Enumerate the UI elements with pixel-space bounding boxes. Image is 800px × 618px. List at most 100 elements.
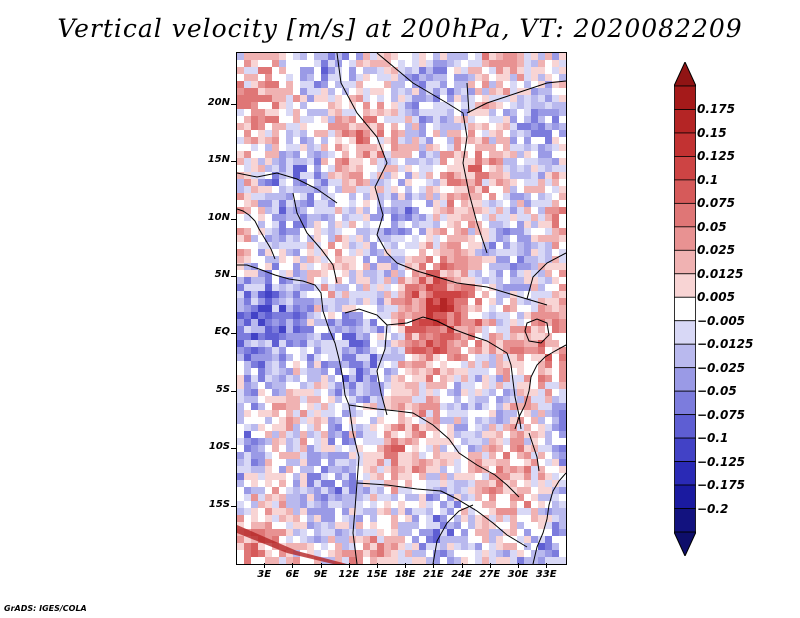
lon-tick-3e: 3E (257, 569, 272, 580)
border-b (376, 53, 488, 254)
border-e (396, 262, 548, 306)
lat-tick-15s: 15S (208, 498, 230, 510)
lon-tickmark (489, 563, 491, 568)
lon-tickmark (348, 563, 350, 568)
lon-tickmark (405, 563, 407, 568)
colorbar-label: −0.1 (697, 431, 729, 446)
colorbar-label: 0.0125 (697, 266, 744, 281)
colorbar-label: 0.005 (697, 290, 735, 305)
lon-tickmark (461, 563, 463, 568)
lon-tickmark (433, 563, 435, 568)
lon-tick-24e: 24E (451, 569, 472, 580)
border-g (386, 316, 508, 354)
lon-tickmark (377, 563, 378, 568)
lat-tickmark (231, 275, 236, 277)
colorbar-box (674, 85, 696, 110)
colorbar-box (674, 179, 696, 204)
lon-tick-12e: 12E (338, 569, 360, 580)
lon-tickmark (292, 563, 294, 568)
colorbar-label: 0.175 (697, 102, 735, 117)
lon-tickmark (264, 563, 266, 568)
colorbar-box (674, 109, 696, 134)
colorbar-label: −0.05 (697, 384, 737, 399)
lat-tickmark (231, 390, 236, 392)
lat-tick-20n: 20N (207, 96, 230, 108)
colorbar-label: −0.005 (697, 313, 746, 328)
lat-tickmark (231, 103, 236, 105)
colorbar-label: −0.0125 (697, 337, 754, 352)
coastlines-and-borders (237, 53, 566, 564)
coastline-west-africa (237, 264, 350, 406)
colorbar-label: 0.1 (697, 172, 719, 187)
colorbar-label: 0.125 (697, 149, 735, 164)
lat-tickmark (231, 218, 236, 220)
colorbar (674, 62, 696, 556)
lat-tickmark (231, 505, 236, 507)
colorbar-label: −0.2 (697, 501, 729, 516)
border-j (356, 482, 528, 548)
colorbar-label: 0.025 (697, 243, 735, 258)
map-panel (236, 52, 567, 565)
lon-tickmark (518, 563, 519, 568)
colorbar-label: −0.025 (697, 360, 746, 375)
border-f (344, 308, 388, 416)
colorbar-box (674, 132, 696, 157)
lake-tanganyika (506, 352, 522, 430)
lon-tick-33e: 33E (535, 569, 557, 580)
lat-tickmark (231, 448, 236, 450)
chart-title: Vertical velocity [m/s] at 200hPa, VT: 2… (57, 14, 743, 43)
lat-tick-5s: 5S (215, 383, 230, 395)
colorbar-box (674, 461, 696, 486)
lon-tick-6e: 6E (285, 569, 300, 580)
lon-tickmark (546, 563, 548, 568)
colorbar-box (674, 320, 696, 345)
colorbar-bottom-arrow (674, 531, 696, 556)
coastline-southeast (532, 472, 566, 564)
colorbar-label: −0.175 (697, 478, 746, 493)
lat-tick-5n: 5N (214, 268, 230, 280)
lake-malawi (528, 432, 540, 472)
colorbar-box (674, 484, 696, 509)
border-c (466, 80, 566, 114)
lat-tick-eq: EQ (214, 326, 230, 338)
colorbar-label: −0.125 (697, 454, 746, 469)
lat-tickmark (231, 333, 236, 335)
colorbar-box (674, 414, 696, 439)
lat-tick-10s: 10S (208, 441, 230, 453)
border-k (432, 504, 474, 564)
coastline-east-africa (514, 344, 566, 430)
credit-text: GrADS: IGES/COLA (4, 604, 87, 613)
colorbar-label: 0.075 (697, 196, 735, 211)
lon-tick-27e: 27E (479, 569, 501, 580)
colorbar-box (674, 508, 696, 533)
border-n (237, 172, 338, 204)
lat-tick-15n: 15N (207, 154, 230, 166)
colorbar-top-arrow (674, 62, 696, 87)
colorbar-box (674, 226, 696, 251)
colorbar-box (674, 249, 696, 275)
lon-tick-30e: 30E (507, 569, 529, 580)
lat-tickmark (231, 161, 236, 163)
border-h (348, 404, 520, 498)
coastline-guinea-north (237, 208, 276, 260)
colorbar-box (674, 437, 696, 462)
border-m (292, 192, 338, 284)
velocity-field-map (237, 53, 566, 564)
lon-tick-21e: 21E (423, 569, 444, 580)
colorbar-box (674, 202, 696, 228)
border-a (336, 53, 398, 264)
colorbar-label: −0.075 (697, 407, 746, 422)
colorbar-box (674, 296, 696, 322)
border-l (526, 252, 566, 300)
lon-tick-9e: 9E (313, 569, 328, 580)
lon-tickmark (320, 563, 322, 568)
lon-tick-18e: 18E (394, 569, 416, 580)
colorbar-box (674, 273, 696, 298)
colorbar-label: 0.15 (697, 125, 727, 140)
colorbar-box (674, 343, 696, 369)
colorbar-box (674, 390, 696, 416)
velocity-field (237, 53, 566, 564)
colorbar-box (674, 367, 696, 392)
lon-tick-15e: 15E (366, 569, 388, 580)
colorbar-label: 0.05 (697, 219, 727, 234)
